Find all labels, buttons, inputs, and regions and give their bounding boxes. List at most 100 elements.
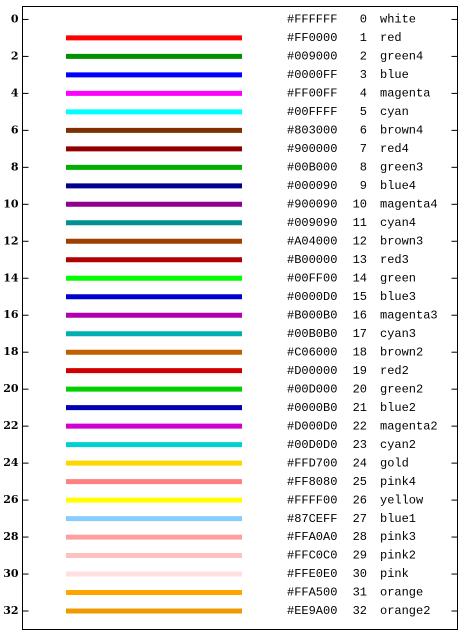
y-tick-label: 30 [3, 567, 19, 580]
color-index: 12 [353, 234, 367, 248]
color-index: 22 [353, 419, 367, 433]
color-code: #FF8080 [287, 475, 337, 489]
color-index: 29 [353, 549, 367, 563]
color-name: white [380, 13, 416, 27]
color-code: #B00000 [287, 253, 337, 267]
color-index: 14 [353, 271, 367, 285]
y-tick-label: 6 [11, 123, 19, 136]
color-index: 18 [353, 345, 367, 359]
color-name: red4 [380, 142, 409, 156]
color-index: 24 [353, 456, 367, 470]
color-name: green4 [380, 50, 423, 64]
color-name: red [380, 31, 402, 45]
color-name: blue3 [380, 290, 416, 304]
y-tick-label: 8 [11, 160, 19, 173]
color-code: #FFA0A0 [287, 530, 337, 544]
color-name: green [380, 271, 416, 285]
color-name: cyan2 [380, 438, 416, 452]
color-name: blue2 [380, 401, 416, 415]
color-index: 25 [353, 475, 367, 489]
y-tick-label: 20 [3, 382, 19, 395]
color-index: 16 [353, 308, 367, 322]
y-tick-label: 26 [3, 493, 19, 506]
color-index: 28 [353, 530, 367, 544]
color-name: green2 [380, 382, 423, 396]
color-name: magenta2 [380, 419, 438, 433]
color-index: 4 [360, 87, 367, 101]
color-index: 26 [353, 493, 367, 507]
color-name: blue4 [380, 179, 416, 193]
y-tick-label: 22 [3, 419, 18, 432]
color-code: #009090 [287, 216, 337, 230]
color-name: pink [380, 567, 409, 581]
y-tick-label: 10 [3, 197, 19, 210]
color-code: #00FF00 [287, 271, 337, 285]
color-index: 9 [360, 179, 367, 193]
color-index: 5 [360, 105, 367, 119]
color-name: blue1 [380, 512, 416, 526]
color-index: 6 [360, 124, 367, 138]
color-code: #0000D0 [287, 290, 337, 304]
color-code: #900000 [287, 142, 337, 156]
color-index: 2 [360, 50, 367, 64]
color-index: 1 [360, 31, 367, 45]
color-index: 15 [353, 290, 367, 304]
color-code: #D00000 [287, 364, 337, 378]
color-code: #00B0B0 [287, 327, 337, 341]
y-tick-label: 24 [3, 456, 19, 469]
color-index: 11 [353, 216, 367, 230]
color-name: pink2 [380, 549, 416, 563]
color-code: #00B000 [287, 161, 337, 175]
color-index: 21 [353, 401, 367, 415]
color-code: #000090 [287, 179, 337, 193]
color-index: 10 [353, 197, 367, 211]
color-name: blue [380, 68, 409, 82]
color-index: 0 [360, 13, 367, 27]
y-tick-label: 12 [3, 234, 18, 247]
color-code: #0000B0 [287, 401, 337, 415]
y-tick-label: 14 [3, 271, 19, 284]
color-name: brown4 [380, 124, 423, 138]
color-index: 23 [353, 438, 367, 452]
color-index: 19 [353, 364, 367, 378]
color-code: #00D0D0 [287, 438, 337, 452]
color-code: #009000 [287, 50, 337, 64]
color-code: #0000FF [287, 68, 337, 82]
color-name: orange [380, 586, 423, 600]
color-name: cyan3 [380, 327, 416, 341]
color-code: #EE9A00 [287, 604, 337, 618]
color-name: brown3 [380, 234, 423, 248]
color-code: #FFD700 [287, 456, 337, 470]
color-code: #87CEFF [287, 512, 337, 526]
color-code: #00D000 [287, 382, 337, 396]
color-code: #C06000 [287, 345, 337, 359]
y-tick-label: 16 [3, 308, 19, 321]
y-tick-label: 28 [3, 530, 19, 543]
color-index: 8 [360, 161, 367, 175]
color-name: red2 [380, 364, 409, 378]
color-name: brown2 [380, 345, 423, 359]
color-name: magenta4 [380, 197, 438, 211]
color-name: cyan4 [380, 216, 416, 230]
color-index: 32 [353, 604, 367, 618]
color-code: #FFFFFF [287, 13, 337, 27]
color-code: #D000D0 [287, 419, 337, 433]
color-code: #FFFF00 [287, 493, 337, 507]
color-index: 31 [353, 586, 367, 600]
color-code: #FF0000 [287, 31, 337, 45]
color-name: cyan [380, 105, 409, 119]
plot-frame [22, 6, 458, 630]
color-name: gold [380, 456, 409, 470]
color-code: #900090 [287, 197, 337, 211]
y-tick-label: 0 [11, 12, 19, 25]
color-name: orange2 [380, 604, 430, 618]
color-code: #A04000 [287, 234, 337, 248]
color-name: pink3 [380, 530, 416, 544]
color-name: yellow [380, 493, 424, 507]
color-index: 13 [353, 253, 367, 267]
color-name: red3 [380, 253, 409, 267]
color-code: #803000 [287, 124, 337, 138]
y-tick-label: 32 [3, 604, 18, 617]
